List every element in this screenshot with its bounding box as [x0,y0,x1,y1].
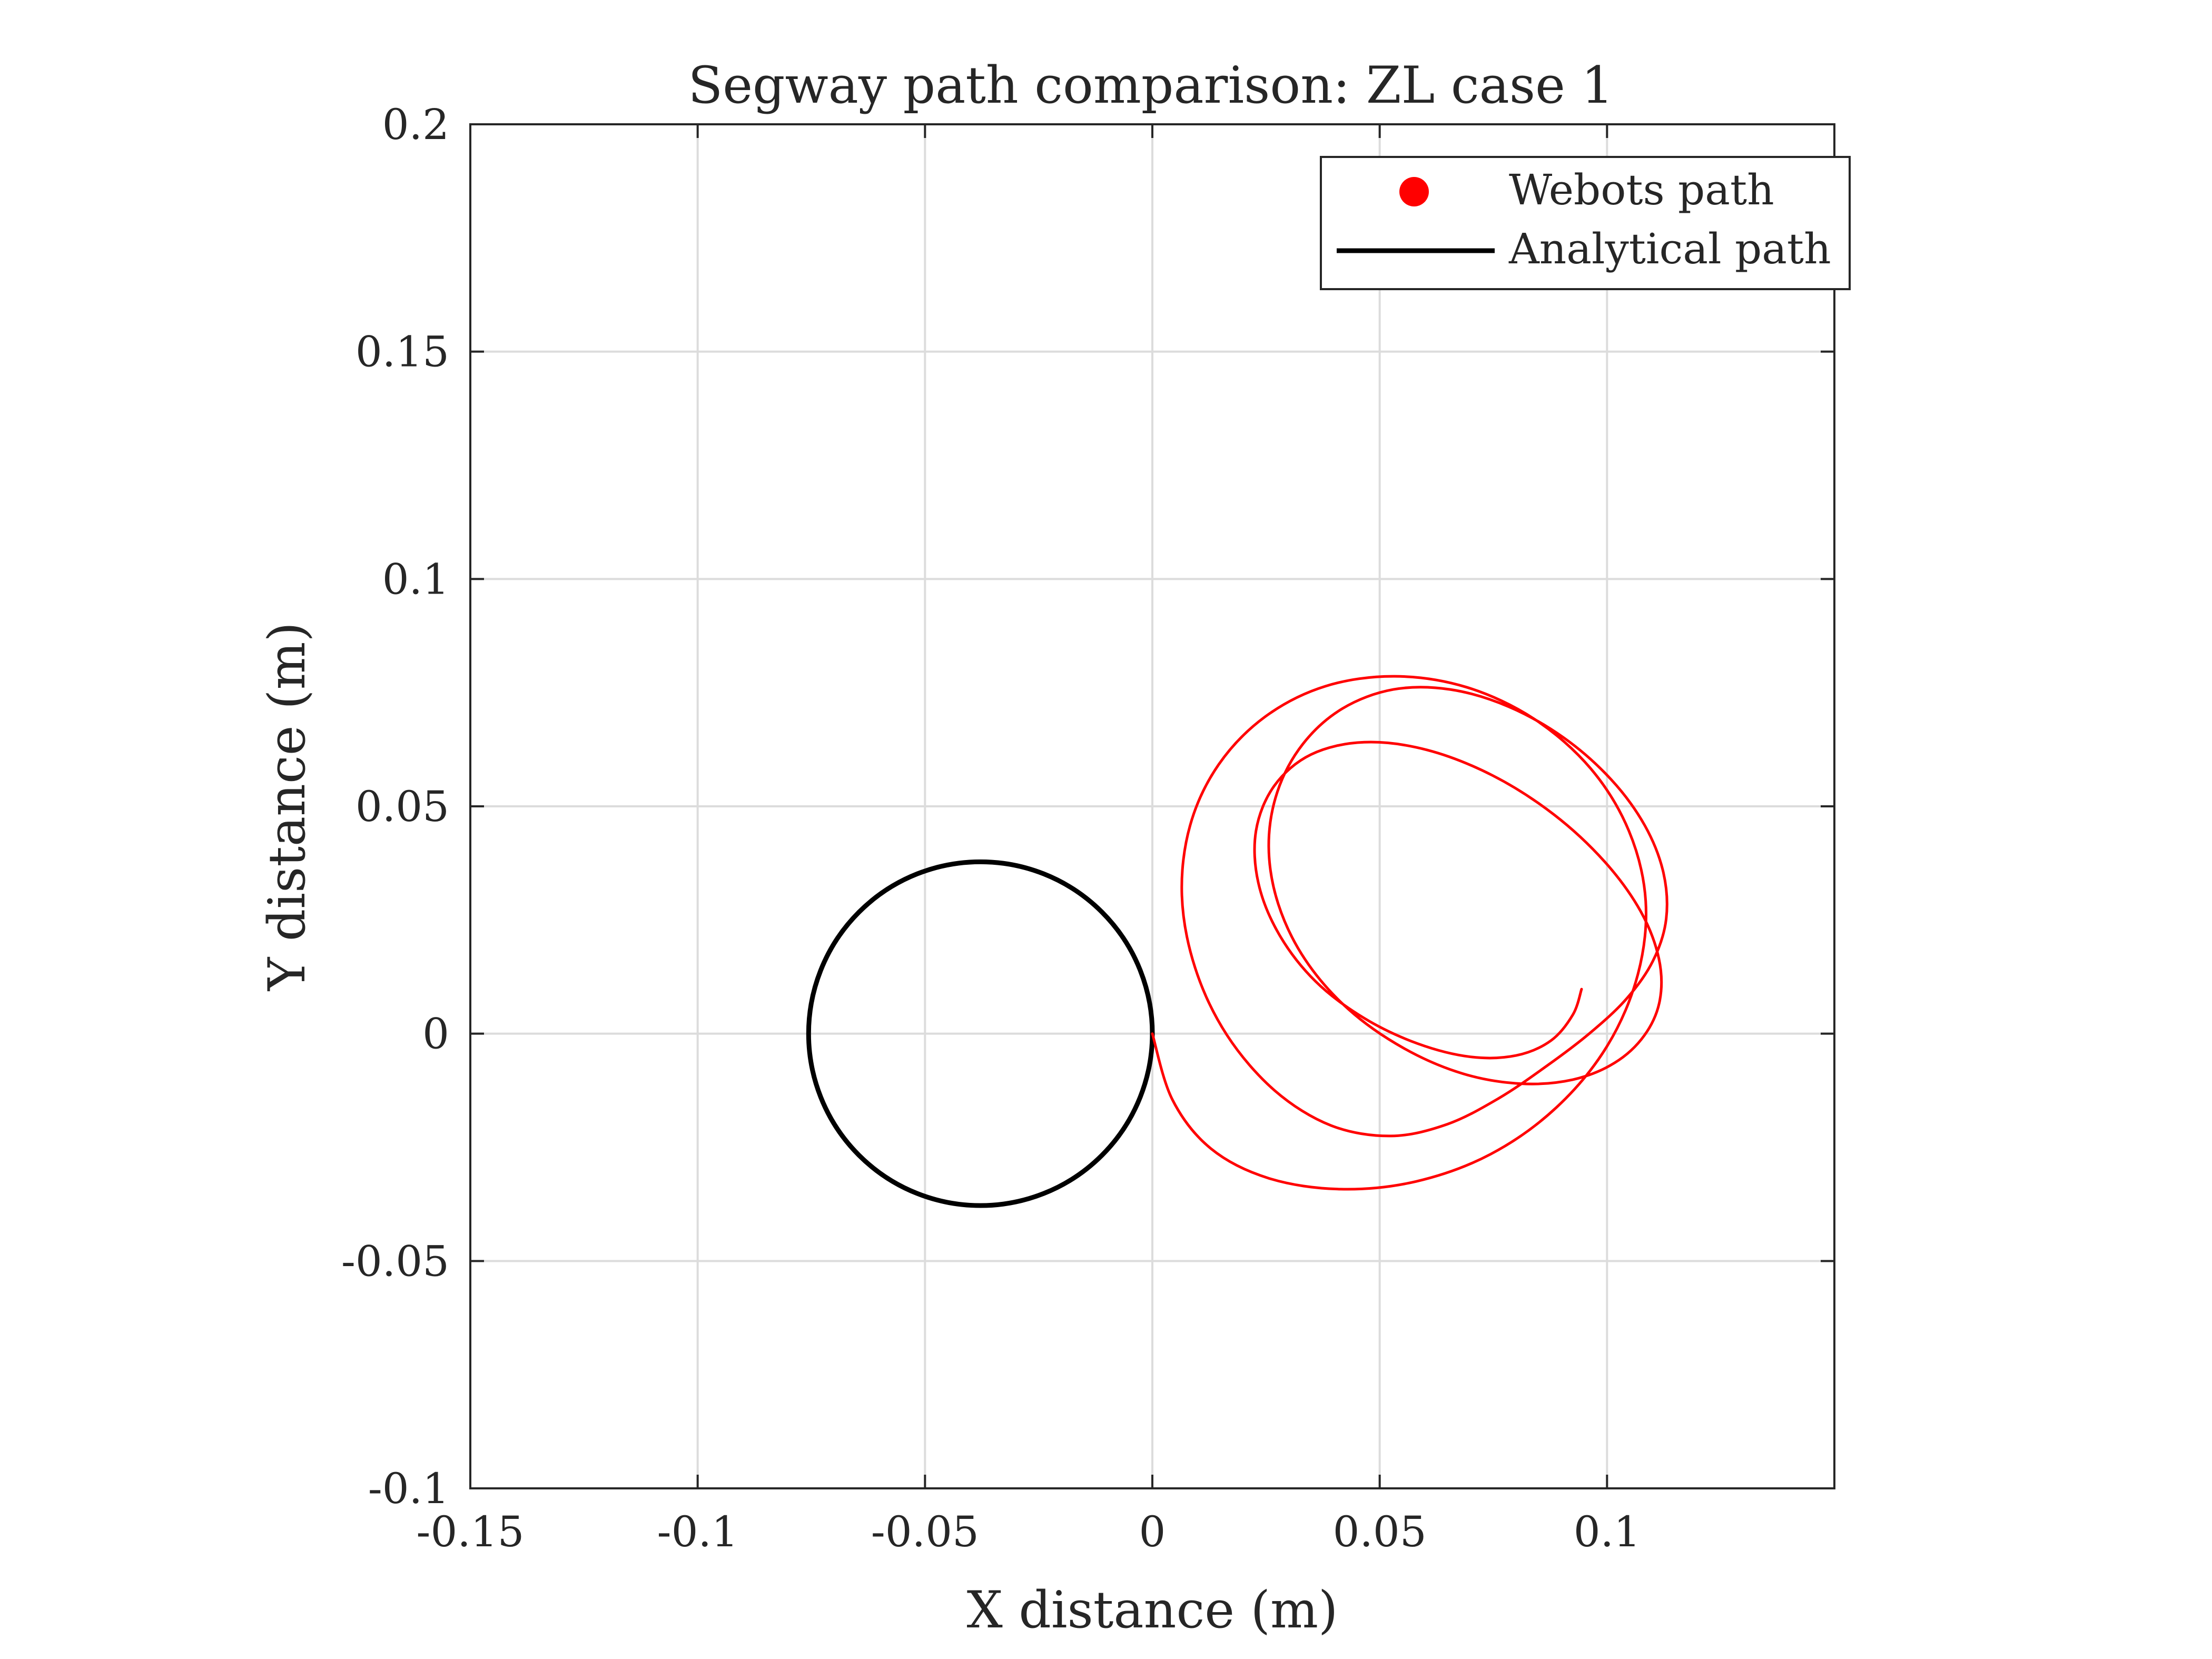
y-tick-label: -0.05 [341,1237,449,1286]
x-tick-label: 0.1 [1574,1507,1641,1556]
y-tick-label: 0.15 [355,328,449,377]
x-tick-label: -0.15 [416,1507,524,1556]
legend-webots-marker [1399,177,1429,206]
y-axis-label: Y distance (m) [258,622,317,992]
x-tick-label: -0.1 [657,1507,738,1556]
y-tick-label: 0 [422,1010,449,1059]
y-tick-label: -0.1 [368,1464,449,1513]
y-tick-label: 0.2 [382,100,449,149]
x-tick-label: 0.05 [1333,1507,1427,1556]
legend: Webots path Analytical path [1320,156,1851,290]
y-tick-label: 0.1 [382,555,449,604]
webots-path-line [1151,675,1668,1191]
legend-label-webots-path: Webots path [1509,165,1774,214]
x-tick-label: -0.05 [871,1507,979,1556]
tick-marks [469,123,1834,1489]
legend-label-analytical-path: Analytical path [1508,224,1831,273]
x-tick-labels: -0.15 -0.1 -0.05 0 0.05 0.1 [416,1507,1641,1556]
x-axis-label: X distance (m) [967,1581,1338,1640]
x-tick-label: 0 [1139,1507,1166,1556]
series-layer [806,675,1668,1208]
y-tick-label: 0.05 [355,782,449,831]
chart-title: Segway path comparison: ZL case 1 [688,56,1613,115]
y-tick-labels: -0.1 -0.05 0 0.05 0.1 0.15 0.2 [341,100,449,1513]
